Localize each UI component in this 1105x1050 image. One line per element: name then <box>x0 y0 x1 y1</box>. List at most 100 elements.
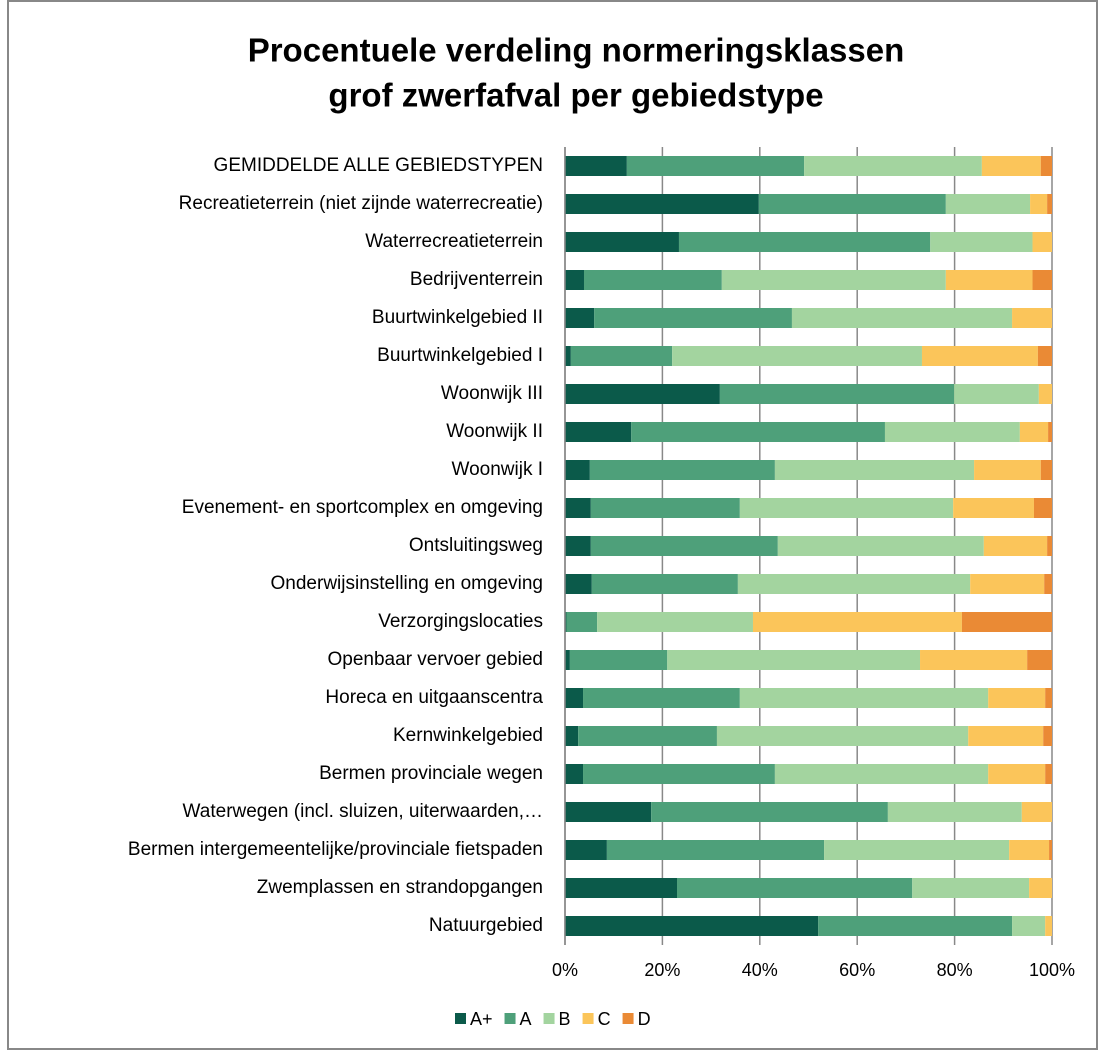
bar-segment <box>590 536 778 556</box>
bar-segment <box>716 726 969 746</box>
bar-segment <box>565 422 632 442</box>
y-tick-label: GEMIDDELDE ALLE GEBIEDSTYPEN <box>214 155 543 176</box>
bar-segment <box>565 574 592 594</box>
legend-label: A+ <box>470 1009 493 1029</box>
y-tick-label: Waterwegen (incl. sluizen, uiterwaarden,… <box>183 801 543 822</box>
bar-segment <box>974 460 1041 480</box>
x-tick-label: 20% <box>644 960 680 980</box>
bar-segment <box>583 688 740 708</box>
bar-segment <box>565 878 678 898</box>
y-tick-label: Evenement- en sportcomplex en omgeving <box>182 497 543 518</box>
bar-segment <box>606 840 825 860</box>
bar-segment <box>777 536 984 556</box>
bar-segment <box>818 916 1013 936</box>
bar-segment <box>739 498 954 518</box>
bar-segment <box>1019 422 1049 442</box>
bar-segment <box>884 422 1020 442</box>
bar-segment <box>1047 536 1052 556</box>
bar-segment <box>1021 802 1052 822</box>
bar-segment <box>566 612 598 632</box>
bar-segment <box>578 726 717 746</box>
bar-segment <box>824 840 1010 860</box>
bar-segment <box>565 498 591 518</box>
bar-segment <box>1032 270 1052 290</box>
bar-segment <box>981 156 1041 176</box>
bar-segment <box>565 802 652 822</box>
bar-segment <box>1045 688 1052 708</box>
y-tick-label: Recreatieterrein (niet zijnde waterrecre… <box>179 193 543 214</box>
legend-label: B <box>559 1009 571 1029</box>
bar-segment <box>565 650 570 670</box>
y-tick-label: Woonwijk I <box>451 459 543 480</box>
bar-segment <box>1033 498 1052 518</box>
bar-segment <box>887 802 1022 822</box>
bar-segment <box>1038 384 1052 404</box>
frame <box>7 0 1098 1050</box>
x-tick-label: 60% <box>839 960 875 980</box>
bar-segment <box>758 194 946 214</box>
bar-segment <box>752 612 962 632</box>
bar-segment <box>565 726 579 746</box>
legend-label: C <box>598 1009 611 1029</box>
bar-segment <box>1029 878 1052 898</box>
bar-segment <box>565 156 627 176</box>
legend-label: D <box>638 1009 651 1029</box>
bar-segment <box>591 574 738 594</box>
bar-segment <box>945 270 1033 290</box>
legend-swatch <box>455 1013 466 1024</box>
bar-segment <box>912 878 1030 898</box>
bar-segment <box>565 232 679 252</box>
y-tick-label: Bedrijventerrein <box>410 269 543 290</box>
bar-segment <box>565 764 584 784</box>
bar-segment <box>988 764 1046 784</box>
bar-segment <box>565 688 584 708</box>
bar-segment <box>1047 194 1052 214</box>
bar-segment <box>565 346 571 366</box>
x-tick-label: 80% <box>937 960 973 980</box>
bar-segment <box>1043 726 1052 746</box>
y-tick-label: Natuurgebied <box>429 915 543 936</box>
x-tick-label: 0% <box>552 960 578 980</box>
y-tick-label: Openbaar vervoer gebied <box>328 649 543 670</box>
bar-segment <box>1045 916 1052 936</box>
y-tick-label: Woonwijk II <box>446 421 543 442</box>
y-tick-label: Bermen provinciale wegen <box>319 763 543 784</box>
bar-segment <box>961 612 1052 632</box>
chart-title: grof zwerfafval per gebiedstype <box>328 77 823 114</box>
bar-segment <box>667 650 921 670</box>
bar-segment <box>921 346 1038 366</box>
bar-segment <box>651 802 888 822</box>
y-tick-label: Zwemplassen en strandopgangen <box>257 877 543 898</box>
bar-segment <box>930 232 1033 252</box>
bar-segment <box>590 498 740 518</box>
bar-segment <box>968 726 1044 746</box>
y-tick-label: Ontsluitingsweg <box>409 535 543 556</box>
bar-segment <box>569 650 668 670</box>
legend-swatch <box>622 1013 634 1024</box>
bar-segment <box>583 270 722 290</box>
chart-title: Procentuele verdeling normeringsklassen <box>248 32 905 69</box>
bar-segment <box>983 536 1048 556</box>
bar-segment <box>589 460 775 480</box>
y-tick-label: Kernwinkelgebied <box>393 725 543 746</box>
bar-segment <box>791 308 1013 328</box>
bar-segment <box>565 308 595 328</box>
bar-segment <box>1049 840 1052 860</box>
bar-segment <box>988 688 1046 708</box>
y-tick-label: Bermen intergemeentelijke/provinciale fi… <box>128 839 543 860</box>
legend-swatch <box>504 1013 516 1024</box>
bar-segment <box>953 498 1034 518</box>
bar-segment <box>1012 308 1052 328</box>
bar-segment <box>597 612 753 632</box>
bar-segment <box>774 460 975 480</box>
y-tick-label: Buurtwinkelgebied I <box>377 345 543 366</box>
bar-segment <box>626 156 805 176</box>
bar-segment <box>594 308 792 328</box>
legend-swatch <box>582 1013 594 1024</box>
bar-segment <box>565 840 607 860</box>
bar-segment <box>631 422 885 442</box>
y-tick-label: Waterrecreatieterrein <box>365 231 543 252</box>
y-tick-label: Verzorgingslocaties <box>378 611 543 632</box>
bar-segment <box>774 764 989 784</box>
